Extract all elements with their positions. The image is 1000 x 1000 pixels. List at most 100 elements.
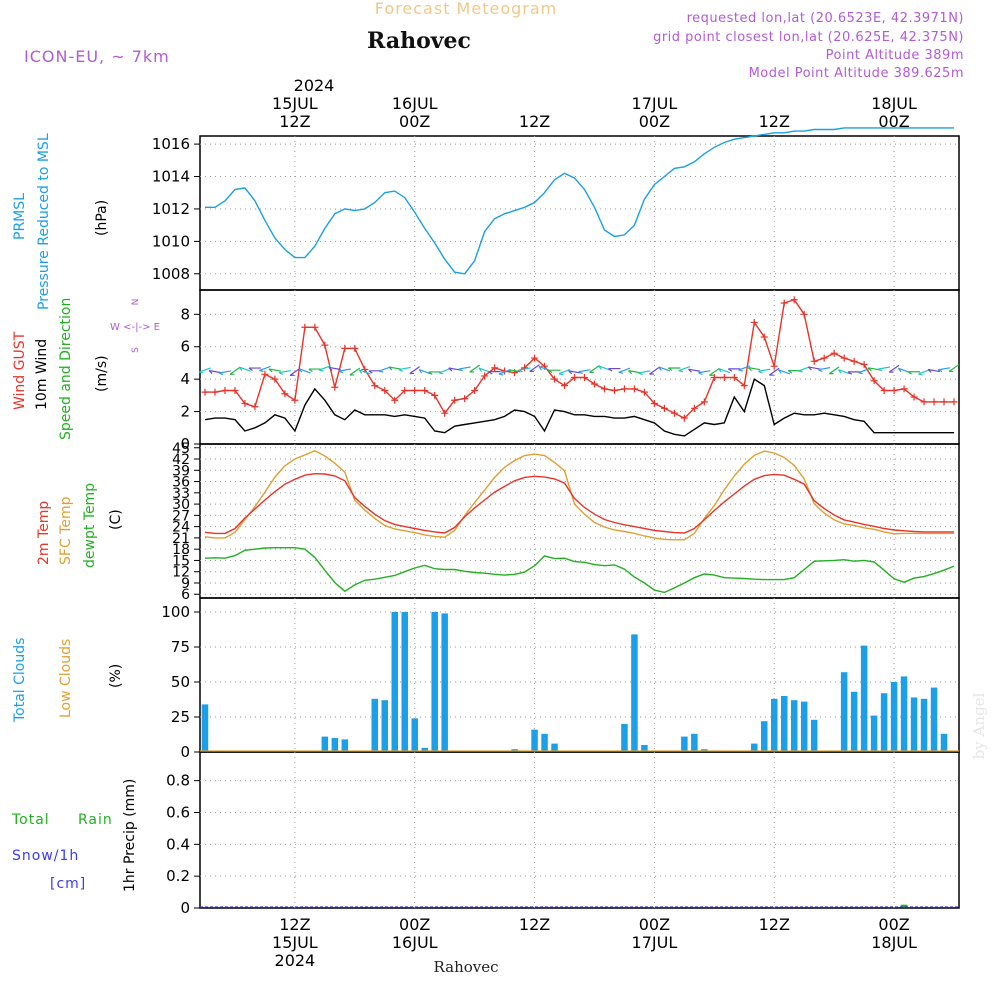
- y-tick-label: 1012: [152, 200, 190, 218]
- gust-point: [251, 403, 259, 411]
- wind-arrow: [518, 367, 531, 373]
- wind-arrow: [718, 368, 731, 374]
- gust-point: [870, 377, 878, 385]
- gust-point: [411, 387, 419, 395]
- compass-s: S: [131, 347, 141, 353]
- bottom-time-label: 2024: [275, 951, 316, 970]
- wind-arrow: [208, 369, 221, 374]
- bar: [201, 704, 209, 751]
- wind-arrow: [259, 365, 271, 373]
- wind-arrow: [318, 365, 331, 372]
- y-tick-label: 42: [172, 452, 190, 468]
- gust-point: [800, 310, 808, 318]
- gust-point: [451, 396, 459, 404]
- precip-label-rain: Rain: [78, 812, 113, 828]
- temp-label-2m: 2m Temp: [36, 501, 52, 565]
- gust-point: [810, 357, 818, 365]
- top-time-label: 12Z: [279, 112, 310, 131]
- gust-point: [840, 354, 848, 362]
- bar: [341, 739, 349, 751]
- wind-arrow: [338, 368, 351, 374]
- info-altitude: Point Altitude 389m: [826, 48, 964, 63]
- wind-arrow: [418, 369, 431, 375]
- bottom-time-label: 12Z: [279, 915, 310, 934]
- wind-arrow: [608, 367, 621, 372]
- top-time-label: 16JUL: [392, 94, 438, 113]
- wind-arrow: [248, 367, 261, 371]
- gust-point: [820, 354, 828, 362]
- wind-arrow: [268, 368, 281, 373]
- wind-arrow: [877, 366, 891, 372]
- bar: [681, 736, 688, 751]
- gust-point: [221, 387, 229, 395]
- wind-arrow: [448, 367, 461, 372]
- pressure-label-msl: Pressure Reduced to MSL: [36, 133, 52, 310]
- wind-arrow: [838, 369, 850, 375]
- wind-arrow: [847, 371, 861, 375]
- wind-arrow: [927, 368, 941, 373]
- gust-point: [850, 357, 858, 365]
- bar: [391, 612, 398, 751]
- gust-point: [700, 398, 708, 406]
- y-tick-label: 33: [172, 486, 190, 502]
- gust-point: [860, 361, 868, 369]
- gust-point: [670, 409, 678, 417]
- y-tick-label: 25: [171, 708, 190, 726]
- y-tick-label: 27: [172, 508, 190, 524]
- y-tick-label: 39: [172, 463, 190, 479]
- top-time-label: 00Z: [878, 112, 909, 131]
- y-tick-label: 24: [172, 520, 190, 536]
- wind-arrow: [229, 366, 241, 375]
- bar: [940, 733, 948, 751]
- wind-arrow: [807, 366, 821, 371]
- precip-label-snow: Snow/1h: [12, 848, 79, 864]
- wind-arrow: [727, 368, 741, 372]
- wind-arrow: [508, 369, 521, 374]
- gust-point: [600, 385, 608, 393]
- bar: [701, 749, 708, 751]
- wind-arrow: [289, 368, 301, 376]
- gust-point: [920, 398, 928, 406]
- temp-label-sfc: SFC Temp: [58, 496, 74, 565]
- y-tick-label: 21: [172, 531, 190, 547]
- bar: [890, 682, 898, 751]
- gust-point: [561, 382, 569, 390]
- wind-arrow: [747, 366, 761, 371]
- wind-arrow: [349, 367, 361, 376]
- y-tick-label: 0.2: [166, 867, 190, 885]
- wind-arrow: [698, 370, 711, 376]
- gust-point: [271, 375, 279, 383]
- top-time-label: 12Z: [519, 112, 550, 131]
- y-tick-label: 0.6: [166, 803, 190, 821]
- bottom-time-label: 15JUL: [272, 933, 318, 952]
- wind-label-dir: Speed and Direction: [58, 298, 74, 440]
- gust-point: [481, 372, 489, 380]
- temp-unit: (C): [108, 509, 124, 530]
- wind-unit: (m/s): [94, 355, 110, 392]
- wind-arrow: [278, 369, 291, 375]
- gust-point: [441, 409, 449, 417]
- gust-point: [371, 382, 379, 390]
- y-tick-label: 18: [172, 542, 190, 558]
- gust-point: [531, 354, 539, 362]
- gust-point: [720, 374, 728, 382]
- gust-point: [750, 318, 758, 326]
- wind-arrow: [678, 365, 691, 373]
- bar: [880, 693, 888, 751]
- pressure-unit: (hPa): [94, 200, 110, 236]
- wind-arrow: [428, 371, 441, 375]
- bar: [870, 715, 878, 751]
- wind-arrow: [649, 366, 660, 375]
- wind-arrow: [589, 365, 600, 374]
- wind-arrow: [469, 364, 480, 373]
- series-line: [204, 450, 954, 541]
- bar: [401, 612, 408, 751]
- y-tick-label: 1010: [152, 232, 190, 250]
- wind-arrow: [358, 369, 371, 375]
- bar: [860, 645, 868, 751]
- wind-arrow: [818, 367, 831, 372]
- wind-arrow: [688, 368, 701, 373]
- bar-secondary: [900, 904, 908, 907]
- gust-point: [940, 398, 948, 406]
